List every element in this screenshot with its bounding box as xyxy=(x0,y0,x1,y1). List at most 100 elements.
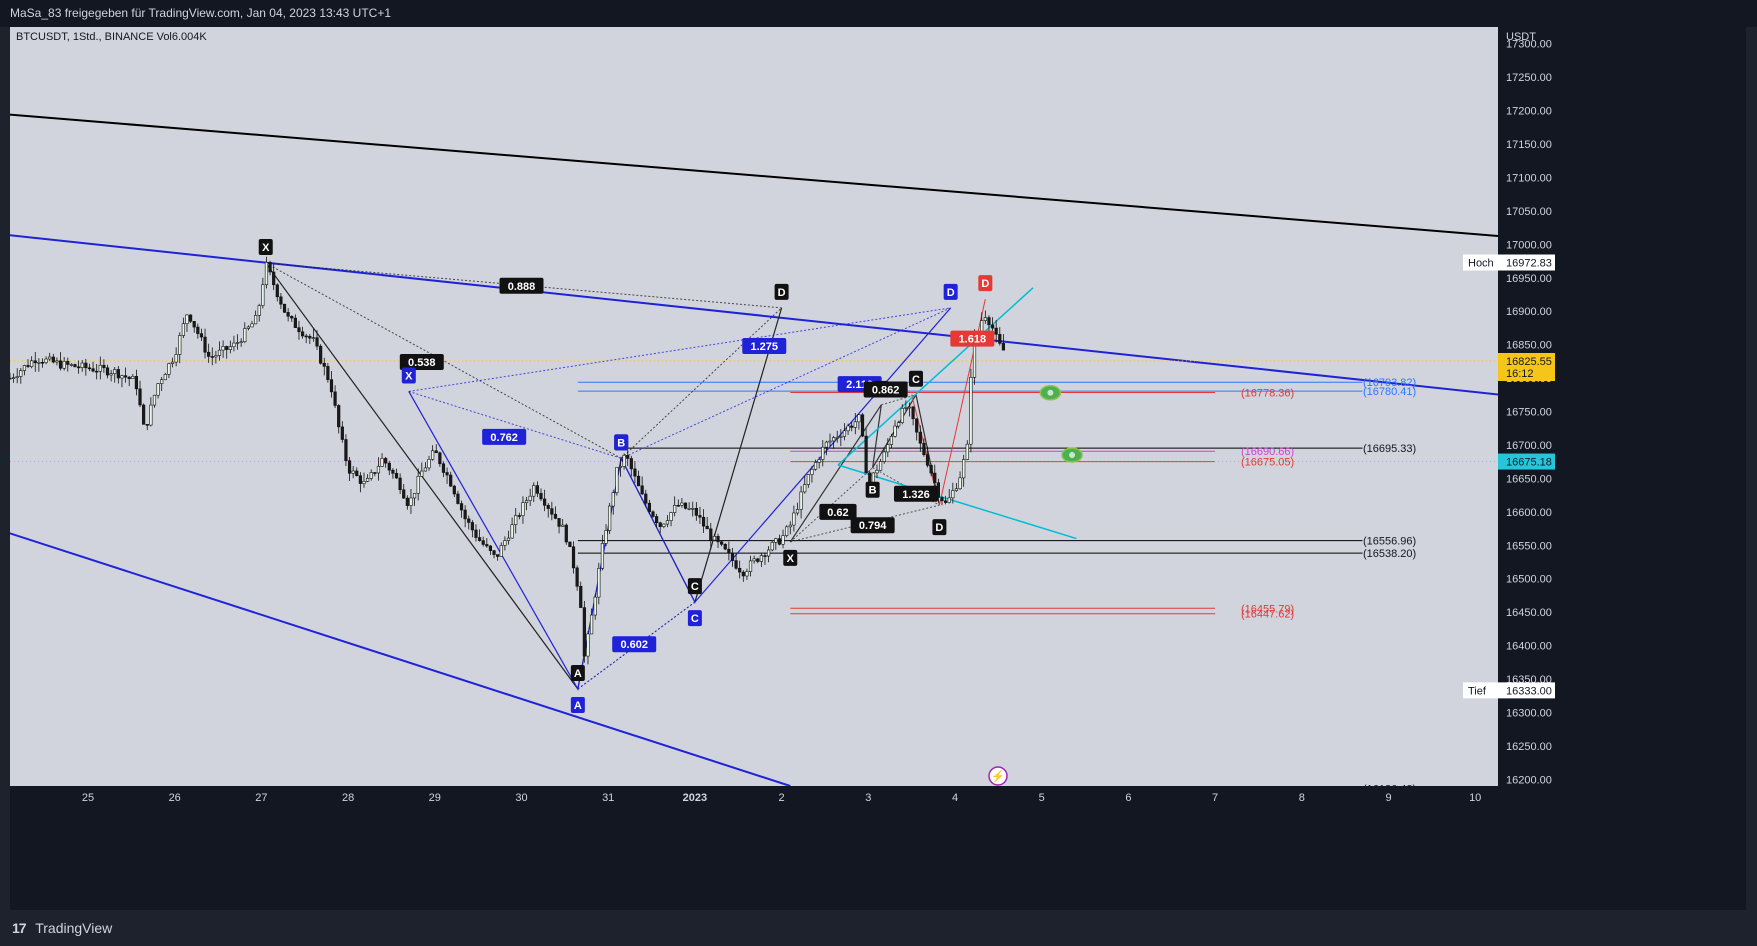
hoch-value-bg xyxy=(1498,254,1555,271)
candle-body xyxy=(69,364,73,366)
level-label-0: (16793.82) xyxy=(1363,377,1416,389)
candle-body xyxy=(589,614,594,635)
candle-body xyxy=(897,422,901,427)
ratio-badge-0-794: 0.794 xyxy=(850,517,895,534)
candle-body xyxy=(127,376,131,380)
candle-body xyxy=(449,474,453,487)
candle-body xyxy=(705,525,709,530)
point-label-bg xyxy=(865,481,880,498)
candle-body xyxy=(683,502,688,509)
candle-body xyxy=(586,633,590,657)
tradingview-logo-icon: 17 xyxy=(12,920,27,936)
candle-body xyxy=(1001,343,1006,351)
price-tick-label: 17100.00 xyxy=(1506,172,1552,184)
candle-body xyxy=(174,354,178,363)
candle-body xyxy=(380,458,384,467)
point-label-bg xyxy=(783,549,798,566)
candle-body xyxy=(26,365,30,367)
price-tick-label: 16200.00 xyxy=(1506,774,1552,786)
candle-body xyxy=(431,450,435,460)
candle-body xyxy=(44,358,48,363)
candle-body xyxy=(824,441,828,448)
ratio-badge-1-275: 1.275 xyxy=(742,337,787,354)
point-label-bg xyxy=(943,283,958,300)
candle-body xyxy=(839,436,843,438)
candle-body xyxy=(196,326,200,334)
candle-body xyxy=(138,388,142,406)
candle-body xyxy=(918,431,922,444)
point-label-black-xabcd-large-A: A xyxy=(570,665,585,682)
time-tick-label: 8 xyxy=(1299,792,1305,804)
ratio-badge-1-275-text: 1.275 xyxy=(750,341,778,353)
candle-body xyxy=(788,524,792,528)
candle-body xyxy=(207,351,211,357)
lower-blue-trendline xyxy=(10,532,791,786)
point-label-text: D xyxy=(981,278,989,290)
candle-body xyxy=(521,502,525,517)
candle-body xyxy=(412,493,417,499)
point-label-black-xabcd-small-X: X xyxy=(783,549,798,566)
candle-body xyxy=(969,377,973,445)
ratio-badge-0-602-bg xyxy=(612,636,657,653)
candle-body xyxy=(84,362,88,369)
chart-area[interactable]: BTCUSDT, 1Std., BINANCE Vol6.004K (16793.… xyxy=(10,27,1746,910)
candle-body xyxy=(524,500,529,503)
point-label-black-xabcd-small-D: D xyxy=(932,519,947,536)
point-label-bg xyxy=(932,519,947,536)
candle-body xyxy=(766,549,771,557)
candle-body xyxy=(102,364,106,369)
candle-body xyxy=(391,469,395,474)
cyan-line-0 xyxy=(837,287,1034,466)
level-label-6: (16556.96) xyxy=(1363,536,1416,548)
candle-body xyxy=(48,356,52,360)
candle-body xyxy=(160,379,164,384)
candle-body xyxy=(745,571,749,577)
candle-body xyxy=(149,404,153,426)
upper-blue-trendline xyxy=(10,234,1498,396)
candle-body xyxy=(611,492,615,507)
candle-body xyxy=(640,485,644,495)
candle-body xyxy=(203,336,207,353)
candle-body xyxy=(243,328,247,343)
point-label-black-xabcd-large-X: X xyxy=(258,239,273,256)
point-label-bg xyxy=(908,370,923,387)
time-tick-label: 2 xyxy=(779,792,785,804)
price-chart[interactable]: BTCUSDT, 1Std., BINANCE Vol6.004K (16793.… xyxy=(10,27,1746,910)
point-label-text: X xyxy=(787,553,795,565)
ratio-badge-0-862: 0.862 xyxy=(863,381,908,398)
price-tick-label: 16750.00 xyxy=(1506,407,1552,419)
point-label-black-xabcd-small-C: C xyxy=(908,370,923,387)
candle-body xyxy=(297,327,301,333)
ratio-badge-1-326: 1.326 xyxy=(893,485,938,502)
candle-body xyxy=(22,365,27,371)
candle-body xyxy=(608,505,612,531)
candle-body xyxy=(192,321,196,328)
candle-body xyxy=(720,541,724,545)
ratio-badge-0-602: 0.602 xyxy=(612,636,657,653)
candle-body xyxy=(221,346,225,351)
point-label-text: A xyxy=(574,668,582,680)
candle-body xyxy=(445,472,449,476)
candle-body xyxy=(66,361,70,365)
candle-body xyxy=(832,437,836,442)
time-tick-label: 25 xyxy=(82,792,94,804)
lightning-icon: ⚡ xyxy=(988,766,1008,786)
price-tick-label: 16650.00 xyxy=(1506,473,1552,485)
point-label-text: X xyxy=(262,242,270,254)
candle-body xyxy=(170,361,175,364)
price-tick-label: 17150.00 xyxy=(1506,139,1552,151)
candle-body xyxy=(850,425,854,428)
ratio-badge-0-62-bg xyxy=(819,503,857,520)
candle-body xyxy=(506,537,511,541)
point-label-black-xabcd-large-C: C xyxy=(687,578,702,595)
candle-body xyxy=(875,470,879,474)
candle-body xyxy=(120,375,124,379)
candle-body xyxy=(998,334,1002,344)
candle-body xyxy=(774,538,778,543)
candle-body xyxy=(655,516,659,524)
tief-tag: Tief xyxy=(1468,685,1487,697)
candle-body xyxy=(10,377,12,380)
ratio-badge-0-762-text: 0.762 xyxy=(490,432,518,444)
candle-body xyxy=(254,315,258,325)
candle-body xyxy=(514,515,518,526)
